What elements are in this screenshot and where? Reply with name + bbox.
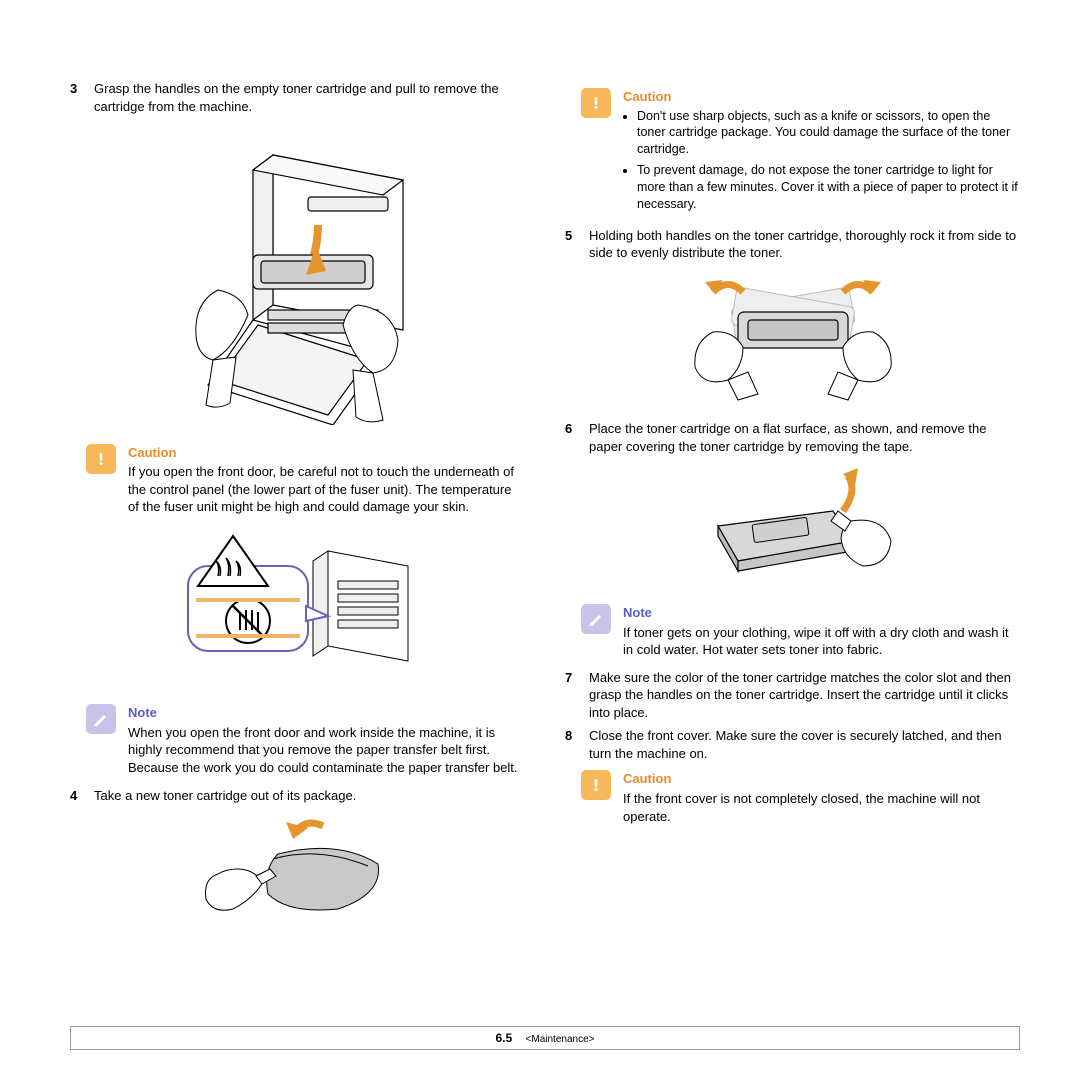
page-number: 6.5: [496, 1031, 513, 1045]
section-name: <Maintenance>: [526, 1034, 595, 1045]
step-4: 4 Take a new toner cartridge out of its …: [70, 787, 525, 805]
caution-list: Don't use sharp objects, such as a knife…: [623, 108, 1020, 213]
step-num: 5: [565, 227, 589, 262]
step-8: 8 Close the front cover. Make sure the c…: [565, 727, 1020, 762]
list-item: Don't use sharp objects, such as a knife…: [637, 108, 1020, 159]
step-3: 3 Grasp the handles on the empty toner c…: [70, 80, 525, 115]
step-text: Make sure the color of the toner cartrid…: [589, 669, 1020, 722]
note-icon: [86, 704, 116, 734]
caution-icon: [581, 88, 611, 118]
step-text: Place the toner cartridge on a flat surf…: [589, 420, 1020, 455]
list-item: To prevent damage, do not expose the ton…: [637, 162, 1020, 213]
step-num: 6: [565, 420, 589, 455]
note-text: If toner gets on your clothing, wipe it …: [623, 624, 1020, 659]
callout-body: Caution If the front cover is not comple…: [623, 770, 1020, 825]
step-num: 3: [70, 80, 94, 115]
step-7: 7 Make sure the color of the toner cartr…: [565, 669, 1020, 722]
step-text: Grasp the handles on the empty toner car…: [94, 80, 525, 115]
caution-2: Caution Don't use sharp objects, such as…: [565, 88, 1020, 217]
step-num: 4: [70, 787, 94, 805]
figure-remove-cartridge: [70, 125, 525, 430]
note-text: When you open the front door and work in…: [128, 724, 525, 777]
caution-1: Caution If you open the front door, be c…: [70, 444, 525, 516]
step-text: Holding both handles on the toner cartri…: [589, 227, 1020, 262]
step-num: 7: [565, 669, 589, 722]
figure-tape: [565, 466, 1020, 591]
left-column: 3 Grasp the handles on the empty toner c…: [70, 80, 525, 943]
page-footer: 6.5 <Maintenance>: [70, 1026, 1020, 1051]
figure-fuser-warning: [70, 526, 525, 691]
step-num: 8: [565, 727, 589, 762]
step-text: Take a new toner cartridge out of its pa…: [94, 787, 525, 805]
note-title: Note: [128, 704, 525, 722]
callout-body: Caution If you open the front door, be c…: [128, 444, 525, 516]
note-1: Note When you open the front door and wo…: [70, 704, 525, 776]
caution-text: If you open the front door, be careful n…: [128, 463, 525, 516]
caution-title: Caution: [128, 444, 525, 462]
caution-title: Caution: [623, 770, 1020, 788]
callout-body: Note If toner gets on your clothing, wip…: [623, 604, 1020, 659]
caution-title: Caution: [623, 88, 1020, 106]
note-title: Note: [623, 604, 1020, 622]
step-text: Close the front cover. Make sure the cov…: [589, 727, 1020, 762]
caution-icon: [581, 770, 611, 800]
step-5: 5 Holding both handles on the toner cart…: [565, 227, 1020, 262]
caution-icon: [86, 444, 116, 474]
figure-rock: [565, 272, 1020, 407]
note-2: Note If toner gets on your clothing, wip…: [565, 604, 1020, 659]
caution-text: If the front cover is not completely clo…: [623, 790, 1020, 825]
page-columns: 3 Grasp the handles on the empty toner c…: [70, 80, 1020, 943]
callout-body: Caution Don't use sharp objects, such as…: [623, 88, 1020, 217]
figure-unpack: [70, 814, 525, 929]
callout-body: Note When you open the front door and wo…: [128, 704, 525, 776]
note-icon: [581, 604, 611, 634]
caution-3: Caution If the front cover is not comple…: [565, 770, 1020, 825]
step-6: 6 Place the toner cartridge on a flat su…: [565, 420, 1020, 455]
right-column: Caution Don't use sharp objects, such as…: [565, 80, 1020, 943]
